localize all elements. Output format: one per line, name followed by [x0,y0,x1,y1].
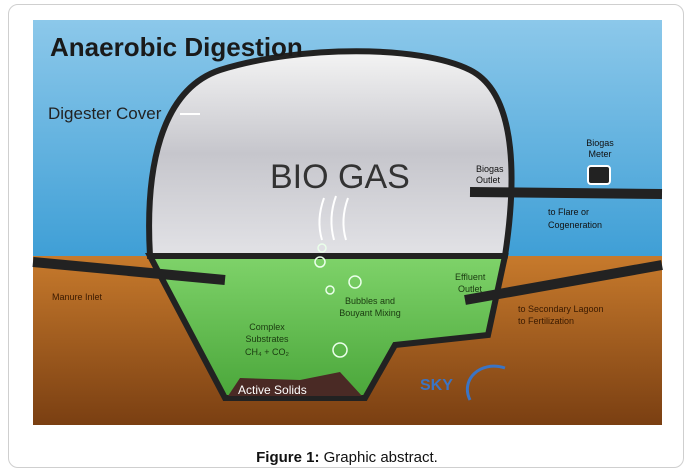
gas-dome [146,48,515,259]
bubbles-label: Bubbles and Bouyant Mixing [339,296,401,318]
outlet-pipe [469,187,663,199]
label: Effluent [455,272,486,282]
meter-label: Biogas Meter [586,138,614,159]
label: Active Solids [238,383,307,397]
label: Manure Inlet [52,292,103,302]
outlet-label: Biogas Outlet to Flare or Cogeneration [476,164,602,230]
caption-label: Figure 1: [256,449,320,466]
caption-text: Graphic abstract. [323,449,438,466]
label: CH₄ + CO₂ [245,347,289,357]
bubbles-icons [314,243,362,358]
label: Bubbles and [345,296,395,306]
gas-arrows [318,195,349,241]
label: Cogeneration [548,220,602,230]
liquid-tank [145,253,509,401]
effluent-pipe [464,260,663,305]
logo-swoosh [466,364,506,401]
active-solids-layer [228,372,362,396]
label: Outlet [458,284,483,294]
effluent-label: Effluent Outlet [455,272,486,294]
label: Bouyant Mixing [339,308,401,318]
substrates-label: Complex Substrates CH₄ + CO₂ [245,322,289,357]
label: Biogas [476,164,504,174]
title: Anaerobic Digestion [50,32,303,62]
logo: SKY [420,377,453,394]
caption: Figure 1: Graphic abstract. [0,449,694,466]
figure-frame [8,4,684,468]
label: Digester Cover [48,104,162,123]
label: Biogas [586,138,614,148]
label: to Flare or [548,207,589,217]
meter [587,165,611,185]
lagoon-label: to Secondary Lagoon to Fertilization [518,304,604,326]
label: to Secondary Lagoon [518,304,604,314]
label: Complex [249,322,285,332]
label: Substrates [245,334,289,344]
inlet-pipe [32,257,226,285]
label: Meter [588,149,611,159]
label: Outlet [476,175,501,185]
label: BIO GAS [270,158,410,196]
label: to Fertilization [518,316,574,326]
